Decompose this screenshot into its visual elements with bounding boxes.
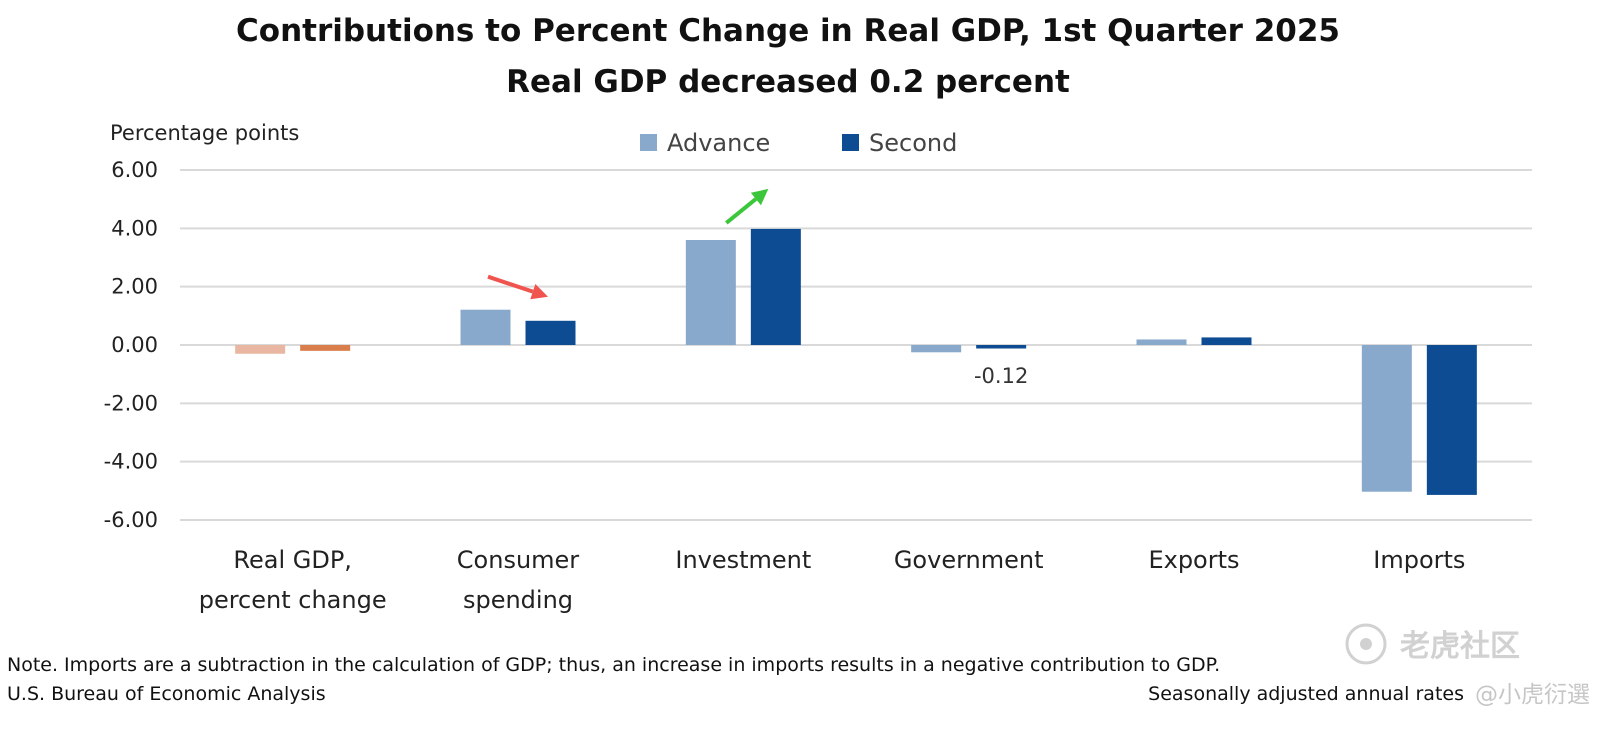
watermark-main: 老虎社区 <box>1400 629 1520 664</box>
y-tick-label: 6.00 <box>111 158 158 182</box>
y-tick-label: -2.00 <box>104 391 158 415</box>
bar-advance <box>685 240 736 345</box>
watermark: 老虎社区 @小虎衍選 <box>1345 623 1590 708</box>
bar-second <box>750 228 801 345</box>
legend-label-advance: Advance <box>667 129 770 157</box>
y-tick-label: 0.00 <box>111 333 158 357</box>
y-tick-label: -6.00 <box>104 508 158 532</box>
chart-title: Contributions to Percent Change in Real … <box>236 13 1340 49</box>
bar-second <box>1201 337 1252 345</box>
data-label: -0.12 <box>974 364 1028 388</box>
bar-advance <box>1136 339 1187 345</box>
x-category-label: Real GDP, <box>233 546 352 574</box>
y-tick-label: 2.00 <box>111 275 158 299</box>
x-axis-categories: Real GDP, percent change Consumer spending I… <box>199 546 1466 614</box>
watermark-sub: @小虎衍選 <box>1475 682 1590 708</box>
footer-note: Note. Imports are a subtraction in the c… <box>7 654 1220 676</box>
legend: Advance Second <box>640 129 957 157</box>
watermark-logo-dot <box>1360 638 1372 650</box>
annotations: -0.12 <box>974 364 1028 388</box>
arrow-up-icon <box>725 197 758 225</box>
arrows <box>487 188 769 300</box>
x-category-label: Investment <box>675 546 811 574</box>
bar-second <box>300 345 351 351</box>
x-category-label: Imports <box>1373 546 1465 574</box>
x-category-label: Exports <box>1148 546 1239 574</box>
bar-advance <box>235 345 286 354</box>
arrow-head-icon <box>530 284 548 300</box>
x-category-label: Consumer <box>457 546 580 574</box>
gridlines <box>180 169 1532 521</box>
y-axis-title: Percentage points <box>110 121 299 145</box>
x-category-label: percent change <box>199 586 387 614</box>
chart-subtitle: Real GDP decreased 0.2 percent <box>506 64 1070 100</box>
legend-swatch-second <box>842 134 859 151</box>
bar-advance <box>460 309 511 345</box>
bar-second <box>976 345 1027 349</box>
bar-second <box>525 320 576 345</box>
arrow-down-icon <box>487 274 534 294</box>
bar-second <box>1426 345 1477 495</box>
x-category-label: Government <box>894 546 1044 574</box>
x-category-label: spending <box>463 586 573 614</box>
footer-source: U.S. Bureau of Economic Analysis <box>7 683 326 705</box>
arrow-head-icon <box>750 188 769 206</box>
watermark-logo-icon <box>1345 623 1387 665</box>
bar-advance <box>1361 345 1412 492</box>
bars <box>235 228 1477 495</box>
footer-seasonal: Seasonally adjusted annual rates <box>1148 683 1464 705</box>
y-axis-ticks: 6.00 4.00 2.00 0.00 -2.00 -4.00 -6.00 <box>104 158 158 532</box>
bar-advance <box>911 345 962 353</box>
y-tick-label: 4.00 <box>111 216 158 240</box>
y-tick-label: -4.00 <box>104 450 158 474</box>
legend-label-second: Second <box>869 129 957 157</box>
legend-swatch-advance <box>640 134 657 151</box>
